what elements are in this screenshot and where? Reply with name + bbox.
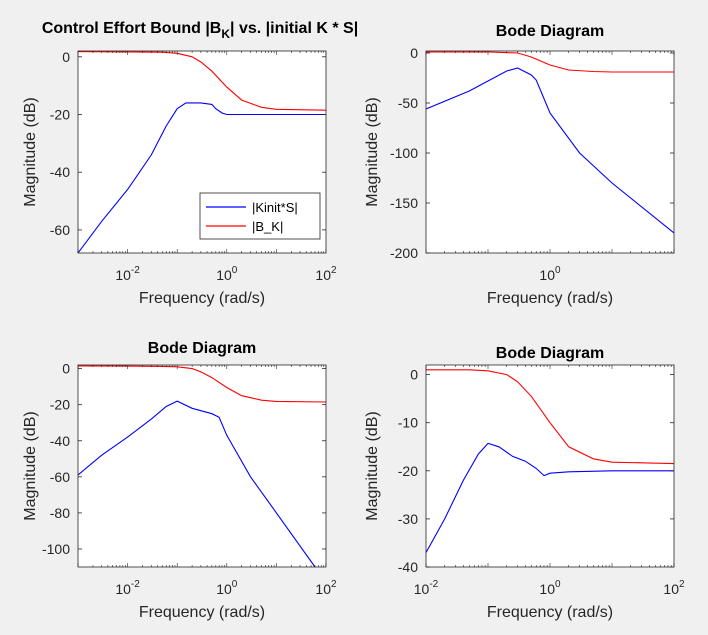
axes-frame: [77, 50, 327, 254]
chart-title: Bode Diagram: [496, 345, 604, 362]
x-tick-label: 102: [663, 579, 685, 597]
y-tick-label: -100: [42, 541, 70, 557]
y-tick-label: -50: [398, 95, 418, 111]
legend-entry: |B_K|: [252, 219, 283, 234]
y-axis-label: Magnitude (dB): [364, 97, 381, 206]
series-line-blue: [78, 400, 316, 567]
y-tick-label: -40: [50, 164, 70, 180]
series-line-blue: [426, 442, 674, 553]
chart-title: Bode Diagram: [148, 340, 256, 357]
axes-area: [78, 365, 326, 567]
y-tick-label: -20: [398, 463, 418, 479]
chart-title: Bode Diagram: [496, 23, 604, 40]
y-tick-label: 0: [410, 367, 418, 383]
y-tick-label: -20: [50, 106, 70, 122]
y-tick-label: -80: [50, 505, 70, 521]
y-tick-label: -100: [390, 145, 418, 161]
y-tick-label: -20: [50, 397, 70, 413]
x-tick-label: 102: [315, 265, 337, 283]
subplot-2: 0 -50 -100 -150 -200 100 Frequency (rad/s) Magn…: [364, 23, 675, 307]
y-tick-label: 0: [62, 49, 70, 65]
series-line-red: [78, 51, 326, 111]
y-tick-label: -150: [390, 195, 418, 211]
y-tick-label: -40: [398, 559, 418, 575]
legend-entry: |Kinit*S|: [252, 200, 298, 215]
y-tick-label: -60: [50, 469, 70, 485]
y-tick-label: 0: [410, 45, 418, 61]
x-axis-label: Frequency (rad/s): [139, 290, 265, 307]
axes-area: [426, 51, 674, 253]
y-tick-label: -60: [50, 222, 70, 238]
x-tick-label: 100: [539, 579, 561, 597]
y-axis-label: Magnitude (dB): [22, 97, 39, 206]
x-tick-label: 100: [539, 265, 561, 283]
y-tick-label: -30: [398, 511, 418, 527]
x-axis-label: Frequency (rad/s): [487, 290, 613, 307]
x-axis-label: Frequency (rad/s): [139, 604, 265, 621]
subplot-3: 0 -20 -40 -60 -80 -100 10-2 100 102 Frequency (ra…: [22, 340, 337, 621]
axes-area: [426, 365, 674, 567]
y-tick-label: -10: [398, 415, 418, 431]
y-axis-label: Magnitude (dB): [364, 411, 381, 520]
y-tick-label: -200: [390, 245, 418, 261]
chart-title: Control Effort Bound |BK| vs. |initial K…: [42, 20, 358, 41]
x-tick-label: 10-2: [115, 265, 140, 283]
y-tick-label: 0: [62, 361, 70, 377]
y-tick-label: -40: [50, 433, 70, 449]
x-tick-label: 10-2: [414, 579, 439, 597]
series-line-blue: [78, 102, 326, 253]
subplot-1: 0 -20 -40 -60 10-2 100 102 Frequency (rad/s) Mag…: [22, 20, 358, 307]
subplot-4: 0 -10 -20 -30 -40 10-2 100 102 Frequency (rad/s)…: [364, 345, 685, 621]
legend-box: [199, 192, 321, 240]
x-tick-label: 100: [216, 265, 238, 283]
axes-frame: [77, 364, 327, 568]
x-axis-label: Frequency (rad/s): [487, 604, 613, 621]
series-line-red: [78, 365, 326, 403]
series-line-blue: [426, 67, 674, 234]
y-axis-label: Magnitude (dB): [22, 411, 39, 520]
legend: |Kinit*S| |B_K|: [199, 192, 321, 240]
x-tick-label: 102: [315, 579, 337, 597]
x-tick-label: 10-2: [115, 579, 140, 597]
series-line-red: [426, 51, 674, 73]
series-line-red: [426, 369, 674, 465]
x-tick-label: 100: [216, 579, 238, 597]
